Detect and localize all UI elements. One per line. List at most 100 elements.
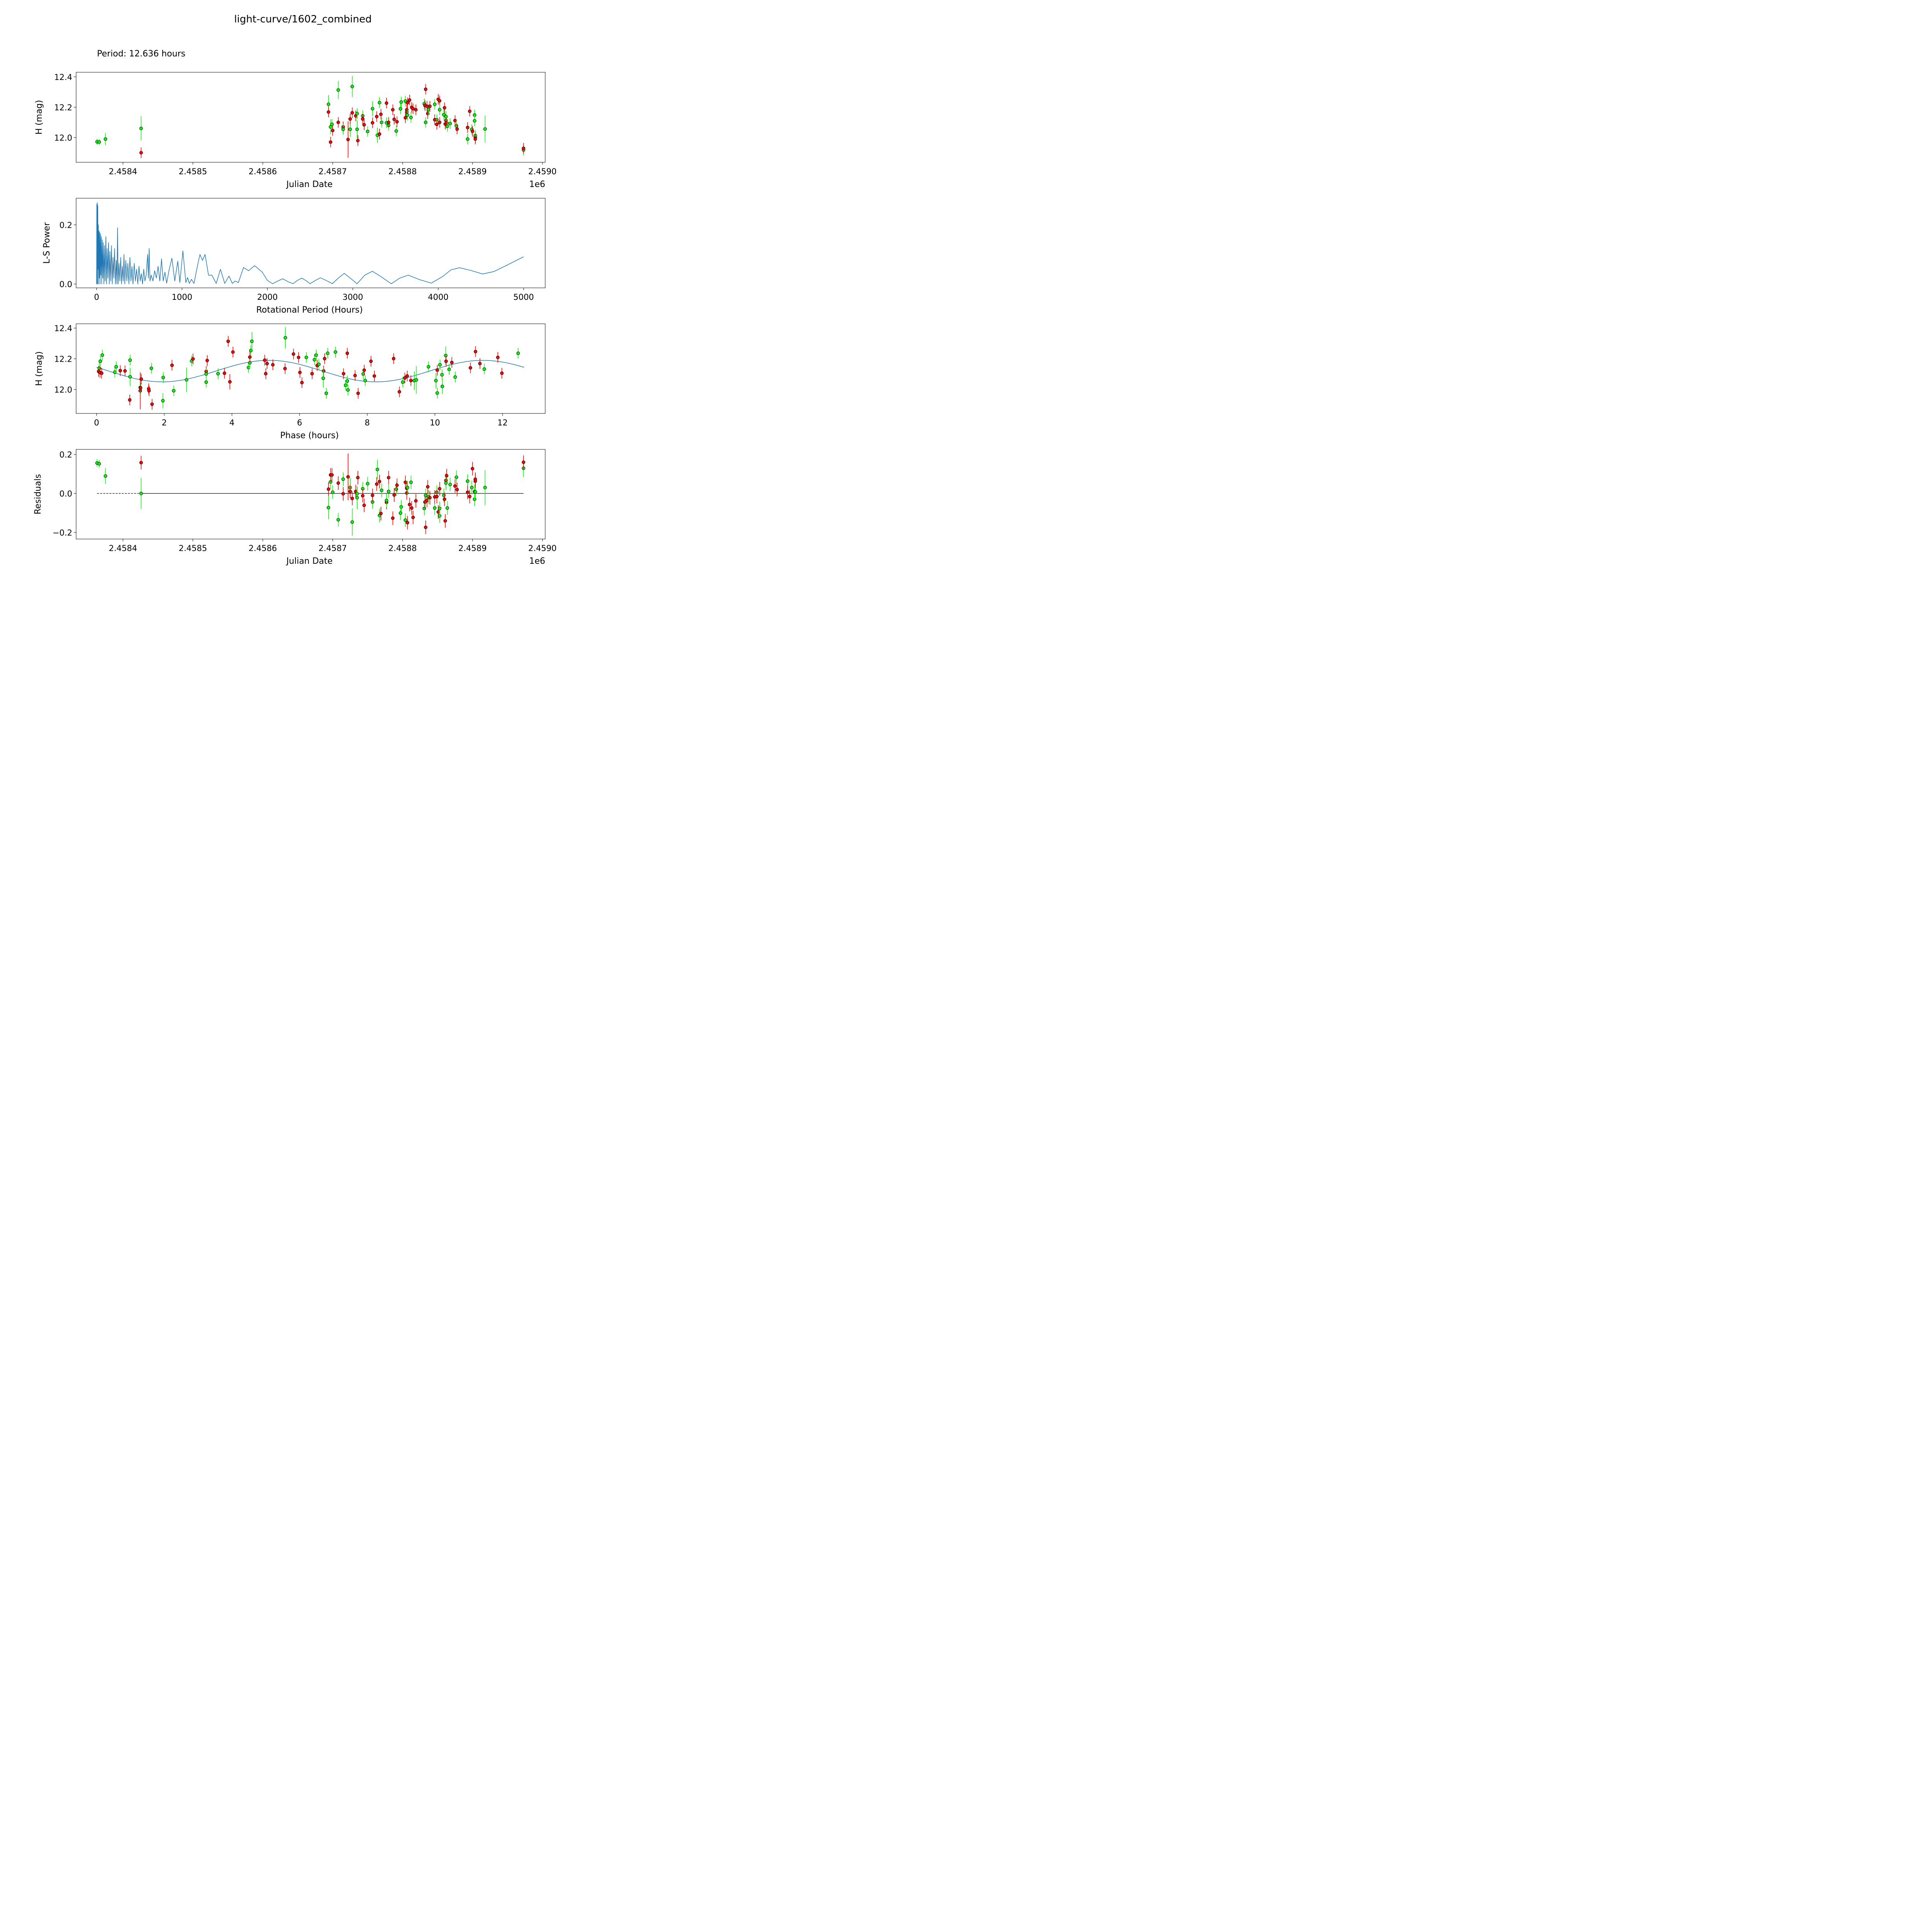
data-point-red bbox=[471, 467, 474, 471]
x-tick-label: 2.4584 bbox=[109, 167, 137, 176]
y-axis-label: H (mag) bbox=[34, 351, 44, 386]
data-point-green bbox=[100, 353, 104, 357]
data-point-red bbox=[442, 497, 446, 501]
data-point-green bbox=[204, 380, 208, 384]
data-point-red bbox=[341, 492, 345, 496]
x-axis-label: Julian Date bbox=[286, 556, 333, 566]
data-point-green bbox=[403, 518, 407, 522]
data-point-red bbox=[466, 126, 469, 129]
x-tick-label: 4 bbox=[230, 418, 235, 427]
x-tick-label: 2.4590 bbox=[528, 167, 556, 176]
x-tick-label: 2.4590 bbox=[528, 544, 556, 553]
panel-phased: 0 2 4 6 8 10 12 12.0 12.2 12.4 Phase (hours) H (mag… bbox=[34, 323, 546, 440]
x-tick-label: 2.4587 bbox=[318, 544, 347, 553]
data-point-red bbox=[372, 374, 376, 378]
data-point-red bbox=[356, 139, 360, 143]
data-point-green bbox=[466, 479, 469, 483]
data-point-red bbox=[362, 123, 366, 127]
x-tick-label: 0 bbox=[94, 418, 99, 427]
x-tick-label: 4000 bbox=[428, 293, 448, 302]
data-point-green bbox=[341, 477, 345, 481]
data-point-green bbox=[438, 363, 442, 367]
axes-frame bbox=[76, 449, 546, 539]
data-point-red bbox=[392, 117, 396, 121]
y-axis-label: Residuals bbox=[33, 474, 43, 514]
data-point-green bbox=[330, 122, 334, 126]
x-tick-label: 0 bbox=[94, 293, 99, 302]
data-point-green bbox=[384, 498, 388, 502]
data-point-red bbox=[292, 352, 296, 356]
data-point-green bbox=[104, 137, 107, 141]
x-tick-label: 6 bbox=[297, 418, 302, 427]
data-point-green bbox=[427, 365, 430, 369]
data-point-red bbox=[405, 110, 409, 114]
data-point-red bbox=[226, 339, 230, 343]
x-tick-label: 1000 bbox=[172, 293, 192, 302]
data-point-green bbox=[482, 367, 486, 371]
data-point-green bbox=[444, 115, 448, 119]
x-tick-label: 2.4585 bbox=[179, 167, 207, 176]
data-point-red bbox=[336, 121, 340, 124]
data-point-green bbox=[395, 487, 398, 491]
y-axis-label: L-S Power bbox=[42, 222, 52, 264]
data-point-green bbox=[172, 389, 176, 393]
data-point-green bbox=[366, 129, 369, 133]
y-tick-label: 12.2 bbox=[54, 103, 72, 112]
data-point-green bbox=[434, 379, 438, 383]
data-point-red bbox=[348, 490, 352, 493]
data-point-red bbox=[371, 493, 374, 497]
data-point-red bbox=[426, 485, 430, 489]
data-point-red bbox=[283, 367, 287, 371]
data-point-green bbox=[139, 492, 143, 495]
y-tick-label: 0.2 bbox=[60, 450, 72, 459]
data-point-red bbox=[361, 494, 365, 498]
data-point-red bbox=[424, 87, 428, 91]
data-point-red bbox=[444, 359, 448, 363]
data-point-green bbox=[444, 481, 448, 485]
data-point-red bbox=[403, 480, 407, 484]
data-point-red bbox=[471, 129, 474, 133]
panel-lightcurve: 2.4584 2.4585 2.4586 2.4587 2.4588 2.4589 2.45… bbox=[34, 72, 557, 189]
data-point-red bbox=[496, 355, 500, 359]
data-point-green bbox=[317, 362, 321, 366]
data-point-red bbox=[455, 488, 459, 492]
fit-curve bbox=[96, 360, 524, 382]
data-point-red bbox=[408, 503, 412, 507]
data-point-green bbox=[128, 358, 132, 362]
x-tick-label: 12 bbox=[497, 418, 508, 427]
data-point-red bbox=[336, 481, 340, 485]
data-point-green bbox=[161, 376, 165, 379]
data-point-green bbox=[378, 101, 381, 105]
data-point-red bbox=[329, 140, 333, 144]
panel-periodogram: 0 1000 2000 3000 4000 5000 0.0 0.2 Rotational Pe… bbox=[42, 198, 546, 315]
data-point-red bbox=[378, 132, 381, 136]
data-point-red bbox=[345, 351, 349, 355]
data-point-red bbox=[331, 129, 335, 133]
data-point-green bbox=[470, 486, 474, 490]
data-point-green bbox=[438, 507, 442, 510]
data-point-red bbox=[392, 357, 396, 361]
data-point-red bbox=[409, 379, 413, 383]
data-point-green bbox=[433, 506, 437, 510]
data-point-green bbox=[366, 482, 369, 486]
data-point-green bbox=[128, 375, 132, 379]
data-point-red bbox=[398, 390, 401, 394]
data-point-red bbox=[450, 361, 454, 364]
plot-area bbox=[96, 327, 524, 410]
data-point-red bbox=[139, 386, 143, 390]
panels: 2.4584 2.4585 2.4586 2.4587 2.4588 2.4589 2.45… bbox=[33, 72, 557, 566]
data-point-green bbox=[336, 518, 340, 522]
y-tick-label: 12.2 bbox=[54, 355, 72, 364]
data-point-red bbox=[297, 355, 301, 359]
data-point-green bbox=[150, 366, 153, 370]
data-point-green bbox=[371, 107, 374, 111]
data-point-red bbox=[468, 495, 472, 498]
data-point-red bbox=[443, 519, 447, 523]
data-point-green bbox=[447, 367, 451, 371]
data-point-red bbox=[371, 121, 374, 125]
data-point-red bbox=[139, 151, 143, 155]
data-point-green bbox=[424, 121, 428, 124]
data-point-red bbox=[350, 111, 354, 115]
data-point-green bbox=[398, 107, 402, 111]
data-point-green bbox=[350, 85, 354, 88]
